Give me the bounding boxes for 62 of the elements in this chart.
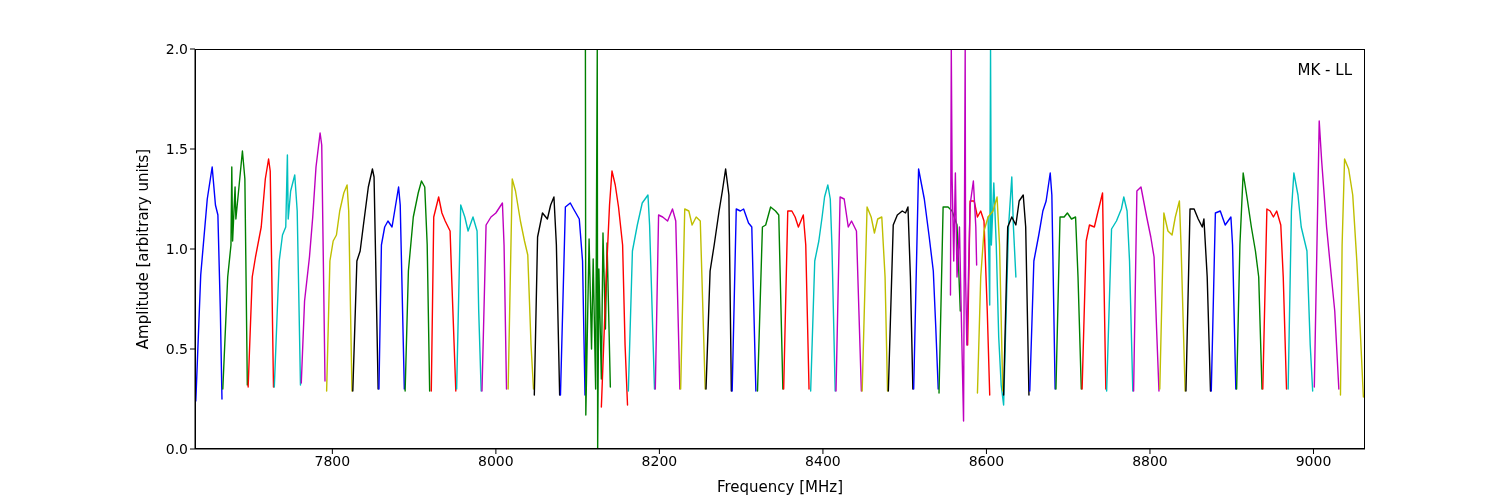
line-series: [325, 184, 353, 392]
line-series: [938, 206, 961, 394]
line-series: [782, 210, 810, 390]
x-tick-label: 8200: [641, 452, 678, 469]
x-tick-label: 8800: [1132, 452, 1168, 469]
line-series: [533, 196, 561, 396]
line-series: [912, 168, 939, 390]
y-tick-label: 0.5: [165, 340, 188, 357]
line-series: [835, 196, 863, 392]
line-series: [1185, 208, 1212, 392]
line-series: [1081, 192, 1107, 390]
line-series: [705, 168, 733, 392]
line-series: [756, 206, 784, 392]
line-series: [887, 206, 914, 392]
annotation: MK - LL: [1297, 61, 1352, 79]
line-series: [1055, 212, 1082, 390]
line-series: [378, 186, 406, 390]
line-series: [1262, 208, 1288, 390]
line-series: [1210, 210, 1237, 392]
line-series: [731, 208, 757, 392]
line-series: [949, 49, 978, 422]
line-series: [222, 150, 249, 390]
line-series: [1002, 194, 1030, 396]
y-tick-label: 1.5: [165, 140, 188, 157]
line-series: [455, 204, 482, 392]
line-series: [273, 154, 302, 388]
x-tick-label: 9000: [1295, 452, 1332, 469]
x-tick-label: 8600: [968, 452, 1005, 469]
line-series: [507, 178, 535, 390]
line-series: [654, 208, 681, 390]
line-series: [1132, 186, 1160, 392]
line-series: [559, 202, 586, 396]
line-series: [430, 196, 457, 392]
line-series: [600, 170, 629, 408]
line-series: [195, 166, 223, 402]
line-series: [679, 208, 706, 390]
line-series: [1105, 196, 1134, 392]
line-series: [404, 180, 431, 392]
line-series: [627, 194, 656, 392]
x-tick-label: 8400: [805, 452, 841, 469]
line-series: [976, 196, 1004, 394]
line-series: [987, 49, 1017, 406]
line-series: [584, 49, 612, 449]
line-series: [1339, 158, 1365, 398]
line-series: [247, 158, 275, 388]
line-series: [1313, 120, 1340, 390]
line-series: [1159, 200, 1186, 392]
y-tick-label: 1.0: [165, 240, 188, 257]
line-series: [352, 168, 379, 392]
line-series: [481, 202, 508, 392]
x-axis-title: Frequency [MHz]: [716, 478, 844, 496]
line-series: [1235, 172, 1263, 390]
line-series: [300, 132, 326, 384]
x-tick-label: 8000: [478, 452, 514, 469]
y-tick-label: 0.0: [165, 440, 188, 457]
y-axis-title: Amplitude [arbitrary units]: [134, 148, 153, 350]
line-series: [861, 206, 889, 392]
line-series: [1029, 172, 1056, 392]
x-tick-label: 7800: [314, 452, 351, 469]
y-tick-label: 2.0: [165, 40, 188, 57]
line-series: [1287, 172, 1314, 392]
line-series: [809, 184, 836, 392]
